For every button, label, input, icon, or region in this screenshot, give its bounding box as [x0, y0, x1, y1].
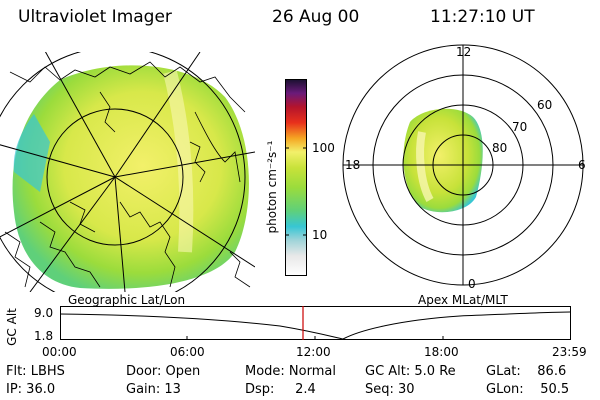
- time-tick-2: 12:00: [296, 345, 331, 359]
- time-label: 11:27:10 UT: [430, 7, 535, 27]
- colorbar-tick-100: 100: [312, 141, 335, 155]
- polar-map-caption: Apex MLat/MLT: [418, 293, 508, 307]
- geographic-map: [0, 52, 255, 292]
- info-flt: Flt: LBHS: [6, 364, 65, 379]
- info-dsp: Dsp: 2.4: [245, 382, 316, 397]
- mlt-label-6: 6: [578, 158, 586, 172]
- info-ip: IP: 36.0: [6, 382, 56, 397]
- time-tick-3: 18:00: [424, 345, 459, 359]
- mlat-label-60: 60: [537, 98, 553, 112]
- alt-plot-ylabel: GC Alt: [5, 308, 19, 346]
- polar-plot: [342, 44, 584, 286]
- mlt-label-18: 18: [345, 158, 361, 172]
- colorbar-tick-10: 10: [312, 228, 328, 242]
- info-gc-alt: GC Alt: 5.0 Re: [365, 364, 456, 379]
- altitude-curve: [60, 311, 571, 340]
- info-seq: Seq: 30: [365, 382, 415, 397]
- info-glat: GLat: 86.6: [486, 364, 567, 379]
- info-door: Door: Open: [126, 364, 201, 379]
- time-tick-0: 00:00: [42, 345, 77, 359]
- info-mode: Mode: Normal: [245, 364, 336, 379]
- colorbar-unit-label: photon cm⁻²s⁻¹: [265, 140, 279, 234]
- polar-aurora-image: [403, 108, 483, 213]
- info-glon: GLon: 50.5: [486, 382, 570, 397]
- altitude-plot: [60, 306, 571, 340]
- geo-aurora-image: [12, 65, 249, 289]
- date-label: 26 Aug 00: [272, 7, 360, 27]
- colorbar: [285, 79, 307, 276]
- mlt-label-0: 0: [468, 277, 476, 291]
- time-tick-1: 06:00: [170, 345, 205, 359]
- time-tick-4: 23:59: [552, 345, 587, 359]
- mlat-label-80: 80: [492, 141, 508, 155]
- info-gain: Gain: 13: [126, 382, 181, 397]
- instrument-title: Ultraviolet Imager: [18, 7, 172, 27]
- geo-map-caption: Geographic Lat/Lon: [68, 293, 186, 307]
- mlt-label-12: 12: [456, 45, 472, 59]
- alt-plot-ymin: 1.8: [34, 329, 54, 343]
- alt-plot-ymax: 9.0: [34, 306, 54, 320]
- mlat-label-70: 70: [512, 120, 528, 134]
